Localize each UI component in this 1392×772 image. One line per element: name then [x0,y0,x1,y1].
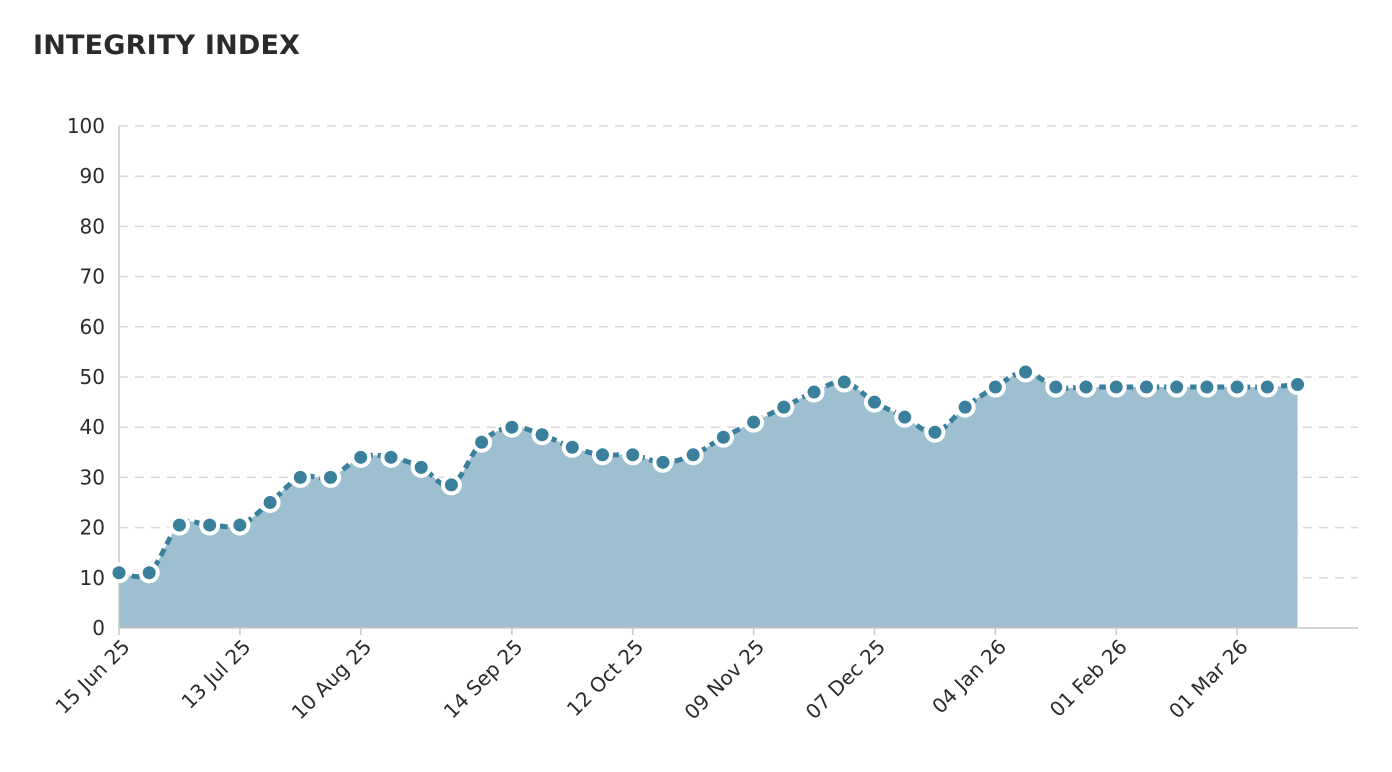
series-line [118,369,1298,580]
data-point-7 [320,466,342,488]
data-point-14 [531,424,553,446]
data-point-19 [682,444,704,466]
data-point-5 [259,492,281,513]
y-tick-label-10: 10 [80,566,105,590]
y-axis-tick-labels: 0 10 20 30 40 50 60 70 80 90 100 [67,114,105,640]
data-point-22 [773,396,795,418]
y-tick-label-70: 70 [80,265,105,289]
data-point-1 [138,562,160,584]
data-point-18 [652,451,674,473]
y-tick-label-20: 20 [80,516,105,540]
data-point-10 [410,456,432,478]
area-series [118,369,1298,628]
data-point-29 [984,376,1006,398]
data-point-32 [1075,376,1097,398]
data-points [108,361,1309,584]
y-tick-label-100: 100 [67,114,105,138]
x-tick-label-9: 01 Mar 26 [1164,635,1253,724]
data-point-30 [1015,361,1037,383]
x-axis-tick-labels: 15 Jun 25 13 Jul 25 10 Aug 25 14 Sep 25 12 O… [50,635,1252,725]
data-point-34 [1135,376,1157,398]
y-tick-label-0: 0 [92,616,105,640]
data-point-26 [894,406,916,428]
data-point-38 [1256,376,1278,398]
area-fill [119,371,1298,628]
data-point-24 [833,371,855,393]
data-point-12 [471,431,493,453]
y-tick-label-30: 30 [80,465,105,489]
x-tick-label-5: 09 Nov 25 [680,635,770,725]
data-point-31 [1045,376,1067,398]
data-point-20 [712,426,734,448]
x-tick-label-2: 10 Aug 25 [287,635,377,725]
data-point-9 [380,446,402,468]
data-point-37 [1226,376,1248,398]
x-tick-label-8: 01 Feb 26 [1045,635,1132,722]
x-tick-label-6: 07 Dec 25 [801,635,890,724]
x-tick-label-1: 13 Jul 25 [176,635,255,714]
y-tick-label-60: 60 [80,315,105,339]
data-point-25 [863,391,885,413]
x-tick-label-7: 04 Jan 26 [927,635,1011,719]
data-point-15 [561,436,583,458]
x-tick-label-0: 15 Jun 25 [50,635,134,719]
data-point-17 [622,444,644,466]
data-point-23 [803,381,825,403]
axes [118,126,1358,635]
data-point-8 [350,446,372,468]
data-point-21 [743,411,765,433]
data-point-35 [1166,376,1188,398]
data-point-16 [592,444,614,466]
data-point-0 [108,562,130,584]
data-point-4 [229,514,251,536]
data-point-11 [440,474,462,496]
y-tick-label-50: 50 [80,365,105,389]
data-point-39 [1287,374,1309,396]
data-point-28 [954,396,976,418]
y-tick-label-80: 80 [80,214,105,238]
data-point-3 [199,514,221,536]
y-tick-label-40: 40 [80,415,105,439]
y-tick-label-90: 90 [80,164,105,188]
data-point-2 [168,514,190,536]
data-point-36 [1196,376,1218,398]
chart-title: INTEGRITY INDEX [33,30,301,61]
x-tick-label-3: 14 Sep 25 [439,635,528,724]
data-point-33 [1105,376,1127,398]
data-point-13 [501,416,523,438]
data-point-6 [289,466,311,488]
data-point-27 [924,421,946,443]
x-tick-label-4: 12 Oct 25 [562,635,648,721]
